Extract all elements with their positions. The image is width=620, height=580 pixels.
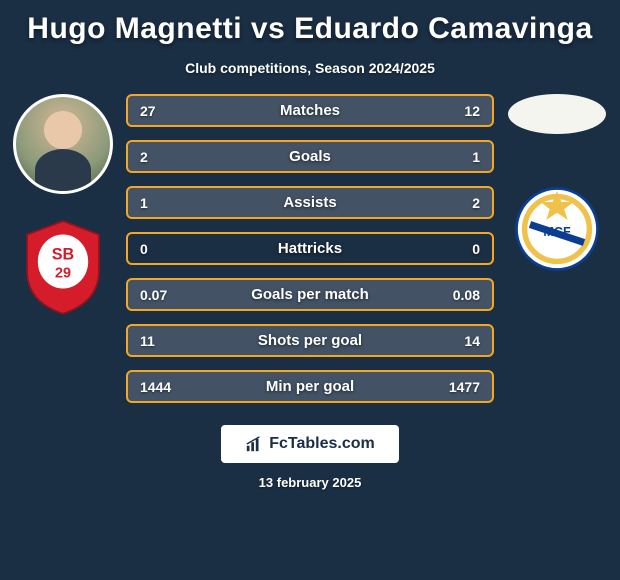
- stat-row: 11Shots per goal14: [126, 324, 494, 357]
- stat-label: Assists: [128, 194, 492, 211]
- page-title: Hugo Magnetti vs Eduardo Camavinga: [27, 12, 592, 46]
- svg-text:29: 29: [55, 266, 71, 282]
- club-badge-brest: SB 29: [18, 216, 108, 316]
- date-text: 13 february 2025: [259, 475, 362, 490]
- stat-label: Goals: [128, 148, 492, 165]
- stat-row: 1Assists2: [126, 186, 494, 219]
- stat-row: 2Goals1: [126, 140, 494, 173]
- footer: FcTables.com 13 february 2025: [221, 425, 399, 490]
- brand-badge: FcTables.com: [221, 425, 399, 463]
- left-player-column: SB 29: [8, 94, 118, 316]
- stat-value-right: 0: [472, 241, 480, 257]
- subtitle: Club competitions, Season 2024/2025: [185, 60, 435, 76]
- stat-label: Shots per goal: [128, 332, 492, 349]
- stats-column: 27Matches122Goals11Assists20Hattricks00.…: [126, 94, 494, 403]
- stat-value-right: 12: [464, 103, 480, 119]
- right-player-column: MCF: [502, 94, 612, 274]
- brand-text: FcTables.com: [269, 435, 375, 453]
- stat-row: 1444Min per goal1477: [126, 370, 494, 403]
- player-right-photo-placeholder: [508, 94, 606, 134]
- stat-label: Hattricks: [128, 240, 492, 257]
- stat-row: 0Hattricks0: [126, 232, 494, 265]
- svg-text:SB: SB: [52, 246, 75, 264]
- stat-label: Matches: [128, 102, 492, 119]
- stat-value-right: 0.08: [453, 287, 480, 303]
- crest-icon: MCF: [512, 184, 602, 274]
- club-badge-real-madrid: MCF: [512, 184, 602, 274]
- player-left-photo: [13, 94, 113, 194]
- stat-label: Min per goal: [128, 378, 492, 395]
- shield-icon: SB 29: [18, 216, 108, 316]
- stat-row: 0.07Goals per match0.08: [126, 278, 494, 311]
- stat-value-right: 2: [472, 195, 480, 211]
- chart-icon: [245, 435, 263, 453]
- stat-value-right: 14: [464, 333, 480, 349]
- main-area: SB 29 27Matches122Goals11Assists20Hattri…: [8, 94, 612, 403]
- stat-label: Goals per match: [128, 286, 492, 303]
- stat-value-right: 1477: [449, 379, 480, 395]
- stat-value-right: 1: [472, 149, 480, 165]
- comparison-card: Hugo Magnetti vs Eduardo Camavinga Club …: [0, 0, 620, 580]
- stat-row: 27Matches12: [126, 94, 494, 127]
- svg-text:MCF: MCF: [543, 225, 571, 239]
